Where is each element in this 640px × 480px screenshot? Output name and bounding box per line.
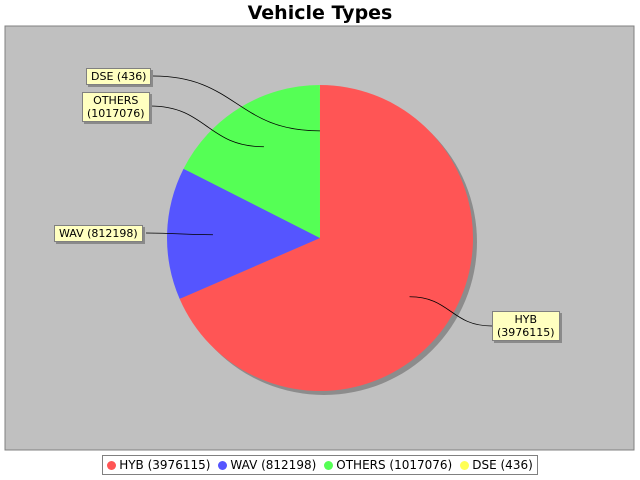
legend-item-others: OTHERS (1017076): [324, 458, 452, 472]
legend-swatch-others: [324, 460, 334, 470]
legend-item-dse: DSE (436): [460, 458, 533, 472]
legend-label-dse: DSE (436): [472, 458, 533, 472]
callout-dse: DSE (436): [86, 68, 152, 85]
legend-swatch-dse: [460, 460, 470, 470]
legend-item-wav: WAV (812198): [218, 458, 316, 472]
legend-label-hyb: HYB (3976115): [119, 458, 211, 472]
leader-line-hyb: [409, 296, 493, 327]
callout-hyb: HYB (3976115): [492, 311, 560, 341]
leader-line-others: [149, 105, 264, 148]
callout-others: OTHERS (1017076): [82, 92, 150, 122]
pie-slice-others: [183, 85, 320, 238]
callout-wav: WAV (812198): [54, 225, 143, 242]
legend-item-hyb: HYB (3976115): [107, 458, 210, 472]
legend: HYB (3976115) WAV (812198) OTHERS (10170…: [0, 455, 640, 475]
legend-swatch-hyb: [107, 460, 117, 470]
pie-slice-hyb: [179, 85, 473, 392]
legend-label-wav: WAV (812198): [230, 458, 317, 472]
leader-line-wav: [145, 232, 213, 236]
chart-title: Vehicle Types: [247, 2, 393, 24]
pie-slice-wav: [167, 168, 320, 299]
legend-label-others: OTHERS (1017076): [336, 458, 453, 472]
legend-swatch-wav: [218, 460, 228, 470]
legend-box: HYB (3976115) WAV (812198) OTHERS (10170…: [102, 455, 538, 475]
leader-line-dse: [152, 75, 320, 132]
